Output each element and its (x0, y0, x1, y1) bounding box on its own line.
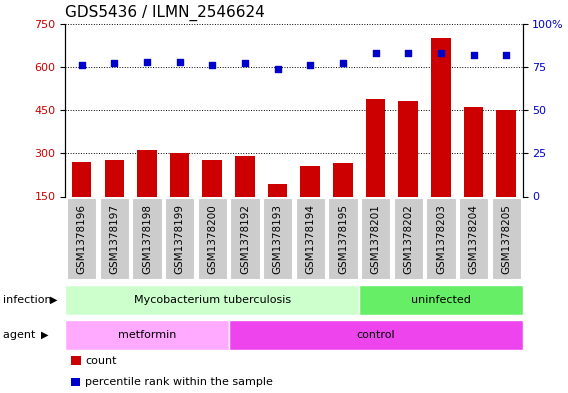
FancyBboxPatch shape (328, 198, 358, 279)
Text: GSM1378203: GSM1378203 (436, 204, 446, 274)
FancyBboxPatch shape (491, 198, 521, 279)
FancyBboxPatch shape (132, 198, 162, 279)
FancyBboxPatch shape (165, 198, 194, 279)
FancyBboxPatch shape (361, 198, 390, 279)
Text: GSM1378197: GSM1378197 (109, 204, 119, 274)
Text: ▶: ▶ (41, 330, 48, 340)
Point (273, 65, 282, 72)
Text: count: count (85, 356, 116, 365)
Text: GSM1378200: GSM1378200 (207, 204, 218, 274)
Point (502, 51, 511, 58)
FancyBboxPatch shape (99, 198, 129, 279)
FancyBboxPatch shape (295, 198, 325, 279)
Point (306, 62, 315, 68)
Text: infection: infection (3, 295, 55, 305)
FancyBboxPatch shape (426, 198, 456, 279)
FancyBboxPatch shape (394, 198, 423, 279)
Text: GSM1378194: GSM1378194 (305, 204, 315, 274)
Text: GDS5436 / ILMN_2546624: GDS5436 / ILMN_2546624 (65, 5, 265, 21)
Text: uninfected: uninfected (411, 295, 471, 305)
Text: percentile rank within the sample: percentile rank within the sample (85, 377, 273, 387)
Bar (105, 160, 124, 240)
Point (339, 60, 348, 66)
Point (371, 50, 380, 56)
FancyBboxPatch shape (230, 198, 260, 279)
FancyBboxPatch shape (228, 320, 523, 350)
Point (240, 60, 249, 66)
Point (469, 51, 478, 58)
Text: GSM1378201: GSM1378201 (370, 204, 381, 274)
FancyBboxPatch shape (67, 198, 97, 279)
Bar (399, 101, 418, 240)
Text: Mycobacterium tuberculosis: Mycobacterium tuberculosis (133, 295, 291, 305)
Bar (203, 160, 222, 240)
Text: GSM1378192: GSM1378192 (240, 204, 250, 274)
FancyBboxPatch shape (360, 285, 523, 315)
Text: GSM1378198: GSM1378198 (142, 204, 152, 274)
Text: GSM1378199: GSM1378199 (174, 204, 185, 274)
Bar (333, 163, 353, 240)
Bar (72, 162, 91, 240)
Point (77, 62, 86, 68)
FancyBboxPatch shape (263, 198, 293, 279)
FancyBboxPatch shape (65, 285, 360, 315)
Point (143, 59, 152, 65)
Bar (300, 166, 320, 240)
Point (436, 50, 445, 56)
FancyBboxPatch shape (459, 198, 488, 279)
Bar (431, 38, 451, 240)
Text: GSM1378205: GSM1378205 (501, 204, 511, 274)
Bar (464, 107, 483, 240)
Bar (496, 110, 516, 240)
Bar (235, 156, 254, 240)
Text: agent: agent (3, 330, 39, 340)
Bar (366, 99, 386, 240)
Point (110, 60, 119, 66)
Text: control: control (356, 330, 395, 340)
Text: GSM1378204: GSM1378204 (469, 204, 479, 274)
Text: GSM1378193: GSM1378193 (273, 204, 283, 274)
Bar (170, 153, 190, 240)
Text: ▶: ▶ (50, 295, 57, 305)
Point (404, 50, 413, 56)
Text: GSM1378195: GSM1378195 (338, 204, 348, 274)
Text: GSM1378202: GSM1378202 (403, 204, 414, 274)
Text: GSM1378196: GSM1378196 (77, 204, 87, 274)
Bar (137, 151, 157, 240)
Bar (268, 184, 287, 240)
FancyBboxPatch shape (65, 320, 228, 350)
FancyBboxPatch shape (198, 198, 227, 279)
Point (175, 59, 184, 65)
Point (208, 62, 217, 68)
Text: metformin: metformin (118, 330, 176, 340)
